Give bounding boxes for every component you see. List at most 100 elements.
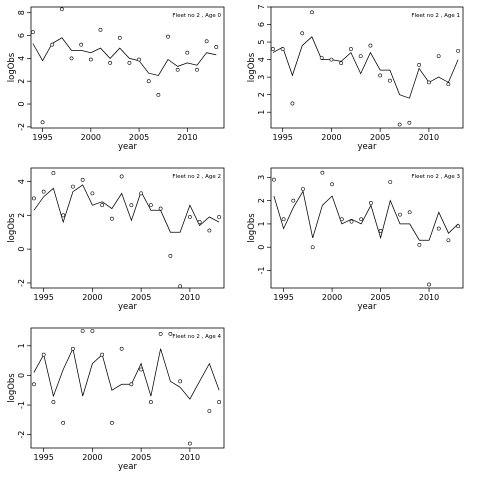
observed-point — [32, 382, 36, 387]
observed-point — [310, 10, 314, 15]
y-axis-label: logObs — [247, 52, 257, 82]
x-tick-label: 2010 — [419, 293, 439, 302]
observed-point — [388, 78, 392, 83]
observed-point — [436, 54, 441, 59]
fitted-line — [33, 347, 220, 400]
y-tick-label: -1 — [257, 267, 266, 275]
observed-point — [197, 220, 202, 224]
y-tick-label: 2 — [17, 79, 26, 84]
observed-point — [339, 217, 344, 222]
observed-point — [187, 441, 192, 446]
observed-point — [446, 82, 451, 87]
observed-point — [148, 203, 153, 208]
x-axis-label: year — [358, 142, 377, 152]
observed-point — [88, 57, 93, 62]
plot-frame — [30, 6, 225, 129]
x-tick-label: 2005 — [131, 293, 151, 302]
panel-5: 1995 2000 2005 2010 -2 -1 0 1 year logObs Fleet no… — [7, 327, 225, 472]
observed-point — [31, 30, 35, 35]
panel-title: Fleet no 2 , Age 2 — [172, 174, 221, 180]
observed-point — [50, 42, 55, 47]
y-tick-label: 1 — [257, 221, 266, 226]
y-tick-label: 6 — [257, 22, 266, 27]
y-tick-label: 8 — [17, 10, 26, 15]
observed-point — [456, 224, 461, 229]
y-tick-label: 4 — [257, 57, 266, 62]
observed-point — [158, 206, 163, 211]
observed-point — [398, 212, 402, 217]
observed-point — [378, 229, 383, 233]
observed-point — [207, 228, 212, 233]
y-tick-label: 0 — [17, 373, 26, 378]
observed-point — [217, 400, 222, 404]
observed-point — [117, 35, 122, 40]
observed-point — [214, 45, 219, 49]
observed-point — [146, 79, 151, 84]
observed-point — [61, 420, 66, 425]
observed-point — [271, 47, 275, 51]
observed-point — [166, 34, 170, 39]
y-tick-label: -2 — [17, 431, 26, 439]
observed-point — [139, 367, 144, 372]
observed-point — [178, 284, 183, 289]
y-tick-label: 7 — [257, 4, 266, 9]
observed-point — [349, 47, 353, 51]
x-tick-label: 2010 — [180, 453, 200, 462]
x-tick-label: 2010 — [177, 133, 197, 142]
y-tick-label: 1 — [257, 110, 266, 115]
x-tick-label: 2010 — [180, 293, 200, 302]
observed-point — [339, 61, 344, 66]
panel-title: Fleet no 2 , Age 4 — [172, 334, 221, 340]
fitted-line — [33, 184, 220, 233]
panel-title: Fleet no 2 , Age 0 — [172, 13, 221, 19]
observed-point — [378, 73, 383, 78]
observed-point — [40, 120, 45, 125]
y-tick-label: 4 — [17, 56, 26, 61]
panel-2: 1995 2000 2005 2010 1 2 3 4 5 6 7 year logObs Fleet n… — [247, 4, 464, 152]
observed-point — [108, 61, 113, 65]
observed-point — [368, 201, 373, 205]
observed-point — [175, 67, 180, 72]
observed-point — [119, 346, 124, 351]
observed-point — [272, 177, 276, 182]
observed-point — [426, 80, 431, 85]
observed-point — [217, 215, 222, 219]
fitted-line — [32, 37, 217, 76]
observed-point — [291, 198, 296, 203]
fitted-line — [273, 190, 459, 241]
observed-point — [368, 43, 373, 48]
observed-point — [195, 67, 199, 72]
observed-point — [319, 55, 324, 60]
observed-point — [187, 215, 192, 219]
x-tick-label: 1995 — [273, 133, 293, 142]
observed-point — [110, 216, 114, 221]
observed-point — [407, 210, 412, 215]
observed-point — [90, 191, 95, 196]
observed-point — [129, 203, 134, 208]
panel-1: 1995 2000 2005 2010 -2 0 2 4 6 8 year logObs Fleet n… — [7, 6, 225, 152]
y-axis-label: logObs — [7, 373, 17, 403]
observed-point — [168, 332, 173, 336]
observed-point — [417, 62, 422, 67]
plot-frame — [270, 167, 464, 289]
observed-point — [98, 27, 103, 32]
observed-point — [59, 7, 64, 12]
observed-point — [358, 54, 363, 59]
y-tick-label: -2 — [17, 123, 26, 131]
x-tick-label: 2000 — [82, 453, 102, 462]
observed-point — [300, 31, 305, 36]
observed-point — [137, 57, 141, 62]
observed-point — [329, 57, 334, 62]
x-tick-label: 1995 — [33, 293, 53, 302]
observed-point — [436, 226, 441, 231]
observed-point — [100, 352, 105, 357]
observed-point — [280, 47, 285, 51]
observed-point — [41, 189, 46, 194]
y-tick-label: 0 — [257, 245, 266, 250]
plot-frame — [30, 167, 225, 289]
observed-point — [417, 242, 422, 247]
observed-point — [320, 170, 325, 175]
panel-3: 1995 2000 2005 2010 -2 0 2 4 year logObs Fleet no … — [7, 167, 225, 312]
panel-title: Fleet no 2 , Age 3 — [411, 174, 460, 180]
